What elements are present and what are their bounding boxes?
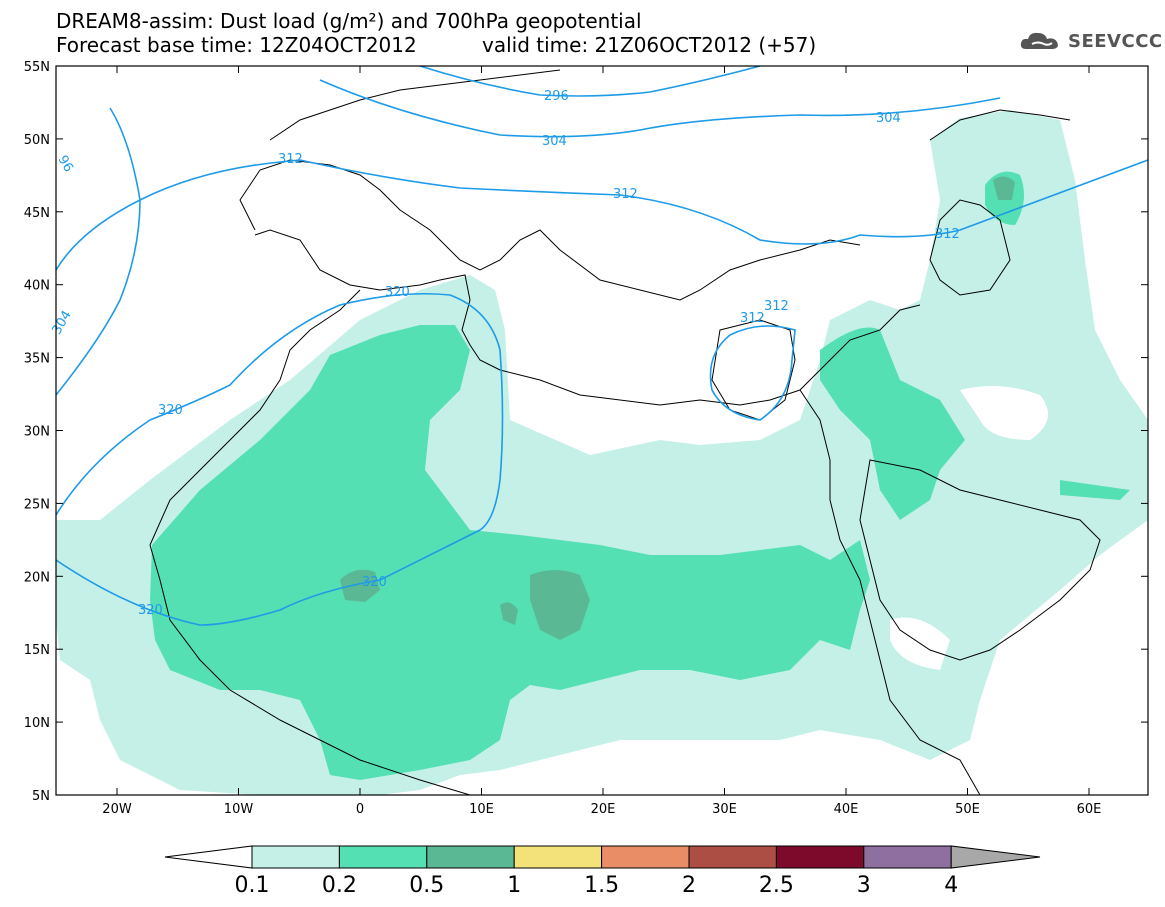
contour-label: 312	[613, 187, 638, 202]
lat-label: 40N	[24, 279, 50, 294]
colorbar-tick-label: 0.5	[409, 873, 444, 898]
colorbar-tick-label: 3	[857, 873, 871, 898]
contour-296	[419, 66, 761, 97]
contour-312-levant	[709, 325, 796, 421]
cloud-icon	[1020, 32, 1058, 49]
colorbar-swatch	[601, 845, 690, 869]
lon-label: 10W	[224, 802, 254, 817]
contour-label: 320	[362, 575, 387, 590]
lat-label: 30N	[24, 425, 50, 440]
lon-label: 10E	[469, 802, 494, 817]
dust-area-mid-caspian	[985, 171, 1024, 225]
dust-area-high	[530, 570, 590, 640]
lon-label: 60E	[1077, 802, 1102, 817]
contour-label: 96	[55, 153, 76, 175]
colorbar-tick-label: 2	[682, 873, 696, 898]
lat-label: 45N	[24, 206, 50, 221]
dust-area-mid-iraq	[820, 327, 965, 520]
colorbar-swatch	[775, 845, 865, 869]
contour-320	[56, 292, 504, 626]
coastlines	[149, 69, 1101, 795]
contour-label: 304	[876, 111, 901, 126]
colorbar-tick-label: 1.5	[584, 873, 619, 898]
contour-312-west	[56, 159, 301, 271]
lon-label: 0	[356, 802, 364, 817]
lon-label: 20W	[102, 802, 132, 817]
contour-label: 304	[49, 308, 74, 337]
lat-label: 25N	[24, 497, 50, 512]
map-title: DREAM8-assim: Dust load (g/m²) and 700hP…	[56, 9, 642, 33]
lat-label: 5N	[32, 789, 50, 804]
colorbar-tick-label: 2.5	[759, 873, 794, 898]
colorbar-swatch	[513, 845, 603, 869]
colorbar-tick-label: 0.2	[322, 873, 357, 898]
logo-text: SEEVCCC	[1068, 30, 1163, 52]
contour-label: 312	[740, 311, 765, 326]
lat-label: 55N	[24, 60, 50, 75]
contour-label: 312	[278, 152, 303, 167]
colorbar-swatch	[688, 845, 777, 869]
geopotential-contours	[56, 66, 1148, 626]
colorbar-lower-extend	[164, 845, 253, 869]
lat-label: 10N	[24, 716, 50, 731]
lat-label: 15N	[24, 643, 50, 658]
lon-label: 20E	[591, 802, 616, 817]
seevccc-logo: SEEVCCC	[1018, 28, 1163, 54]
lon-label: 30E	[712, 802, 737, 817]
lat-label: 50N	[24, 133, 50, 148]
colorbar-tick-label: 1	[507, 873, 521, 898]
dust-area-mid	[150, 325, 870, 780]
lon-label: 40E	[834, 802, 859, 817]
valid-time: valid time: 21Z06OCT2012 (+57)	[482, 33, 817, 57]
lon-label: 50E	[955, 802, 980, 817]
contour-label: 312	[764, 299, 789, 314]
contour-label: 296	[544, 89, 569, 104]
colorbar-swatch	[426, 845, 515, 869]
colorbar-tick-label: 0.1	[235, 873, 270, 898]
contour-label: 312	[935, 227, 960, 242]
lat-label: 20N	[24, 570, 50, 585]
latitude-axis: 55N 50N 45N 40N 35N 30N 25N 20N 15N 10N 5N	[24, 60, 1148, 804]
forecast-base-time: Forecast base time: 12Z04OCT2012	[56, 33, 417, 57]
contour-label: 320	[138, 603, 163, 618]
contour-label: 320	[385, 285, 410, 300]
map-frame	[55, 65, 1149, 796]
contour-312	[299, 159, 1148, 245]
colorbar-swatch	[251, 845, 340, 869]
colorbar-swatch	[338, 845, 428, 869]
contour-label: 304	[542, 134, 567, 149]
contour-labels: 296 304 304 312 312 312 312 312 304 320 …	[49, 89, 959, 618]
colorbar: 0.1 0.2 0.5 1 1.5 2 2.5 3 4	[164, 845, 1041, 898]
contour-label: 320	[158, 403, 183, 418]
colorbar-upper-extend	[950, 845, 1041, 869]
lat-label: 35N	[24, 352, 50, 367]
dust-load-field	[56, 110, 1148, 795]
contour-304	[319, 79, 1001, 138]
colorbar-tick-label: 4	[944, 873, 958, 898]
dust-area-low	[56, 110, 1148, 795]
longitude-axis: 20W 10W 0 10E 20E 30E 40E 50E 60E	[102, 66, 1101, 817]
contour-304-west	[56, 107, 141, 396]
colorbar-swatch	[863, 845, 952, 869]
